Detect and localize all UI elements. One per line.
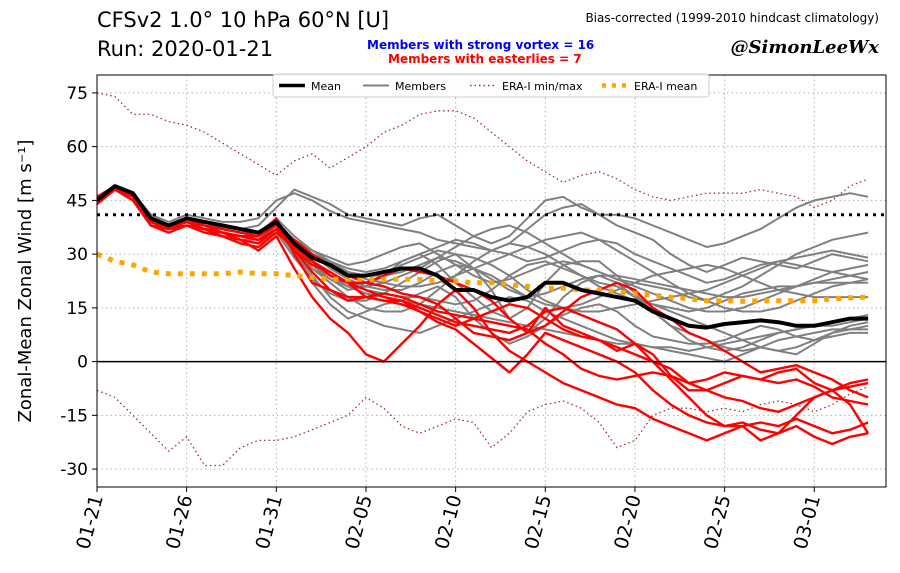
member-line-easterly: [97, 188, 869, 446]
legend-members-label: Members: [395, 80, 446, 93]
chart-title: CFSv2 1.0° 10 hPa 60°N [U]: [97, 8, 390, 32]
ensemble-mean-layer: [97, 184, 869, 330]
x-tick-label: 01-21: [72, 493, 108, 552]
legend-era-minmax-label: ERA-I min/max: [502, 80, 583, 93]
y-tick-label: 60: [66, 138, 88, 158]
reference-lines: [97, 213, 886, 363]
grid-lines: [97, 75, 886, 487]
y-tick-label: 30: [66, 245, 88, 265]
x-tick-label: 02-20: [610, 493, 646, 552]
x-tick-label: 01-26: [162, 493, 198, 552]
legend-era-mean-label: ERA-I mean: [634, 80, 697, 93]
bias-correction-note: Bias-corrected (1999-2010 hindcast clima…: [585, 11, 879, 25]
strong-vortex-count: Members with strong vortex = 16: [367, 38, 595, 52]
x-tick-label: 02-25: [700, 493, 736, 552]
member-line: [97, 185, 869, 302]
era-max-line: [97, 92, 869, 209]
legend: Mean Members ERA-I min/max ERA-I mean: [272, 73, 710, 98]
legend-mean-label: Mean: [311, 80, 341, 93]
ensemble-mean-line: [97, 184, 869, 330]
member-line: [97, 185, 869, 273]
y-tick-label: 15: [66, 299, 88, 319]
author-handle: @SimonLeeWx: [730, 37, 879, 58]
x-tick-label: 03-01: [790, 493, 826, 552]
legend-box: [272, 73, 710, 98]
y-tick-label: 45: [66, 191, 88, 211]
y-tick-label: 75: [66, 84, 88, 104]
y-axis-label: Zonal-Mean Zonal Wind [m s⁻¹]: [15, 140, 36, 423]
run-date-subtitle: Run: 2020-01-21: [97, 37, 274, 61]
y-tick-label: -30: [60, 460, 88, 480]
x-tick-label: 02-15: [521, 493, 557, 552]
member-line: [97, 188, 869, 284]
member-line: [97, 188, 869, 248]
member-line-easterly: [97, 188, 869, 435]
era-interim-min-max-lines: [97, 92, 869, 467]
y-tick-label: -15: [60, 406, 88, 426]
x-tick-label: 02-10: [431, 493, 467, 552]
era-min-line: [97, 386, 869, 467]
y-tick-label: 0: [77, 353, 88, 373]
easterlies-count: Members with easterlies = 7: [388, 52, 582, 66]
member-lines-red: [97, 184, 870, 446]
x-tick-label: 01-31: [252, 493, 288, 552]
x-tick-label: 02-05: [341, 493, 377, 552]
